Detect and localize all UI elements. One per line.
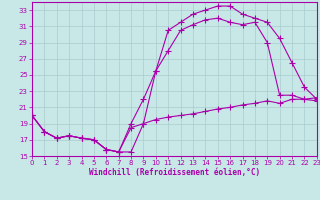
X-axis label: Windchill (Refroidissement éolien,°C): Windchill (Refroidissement éolien,°C) [89, 168, 260, 177]
